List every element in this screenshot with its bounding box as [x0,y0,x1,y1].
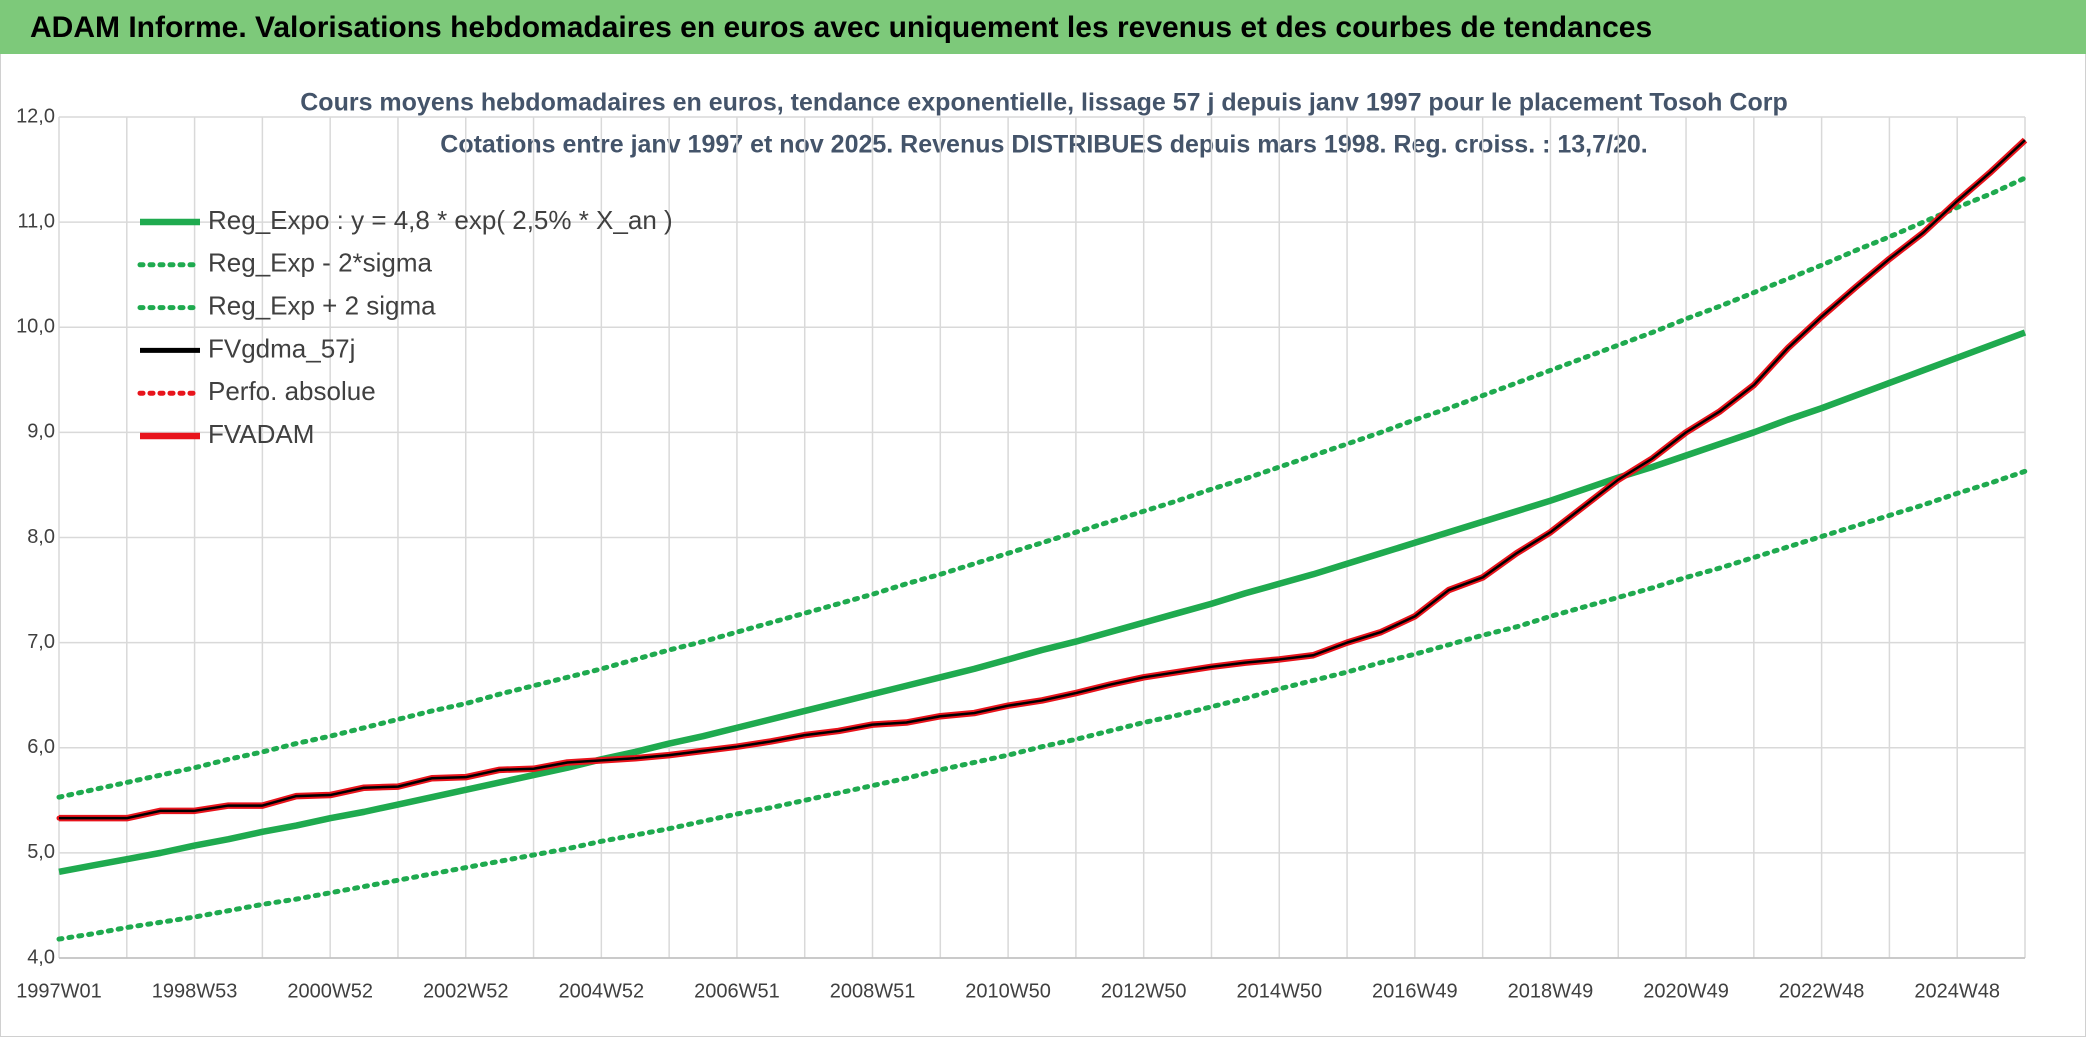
x-tick-label: 2008W51 [830,980,916,1002]
x-tick-label: 1997W01 [16,980,102,1002]
x-tick-label: 2012W50 [1101,980,1187,1002]
y-tick-label: 10,0 [16,316,55,338]
legend-label: Reg_Exp - 2*sigma [208,248,433,278]
y-tick-label: 7,0 [27,631,55,653]
y-tick-label: 11,0 [18,210,55,232]
legend-label: Perfo. absolue [208,376,376,406]
x-tick-label: 2004W52 [559,980,645,1002]
legend: Reg_Expo : y = 4,8 * exp( 2,5% * X_an ) R… [137,205,673,449]
legend-label: FVgdma_57j [208,333,355,363]
legend-label: Reg_Exp + 2 sigma [208,290,436,320]
legend-label: FVADAM [208,419,314,449]
series-line [56,175,2028,800]
chart-title: Cours moyens hebdomadaires en euros, ten… [300,89,1787,117]
y-tick-label: 12,0 [16,105,55,127]
x-tick-label: 2010W50 [965,980,1051,1002]
series-line [58,329,2027,875]
y-tick-label: 9,0 [27,421,55,443]
chart-subtitle: Cotations entre janv 1997 et nov 2025. R… [440,131,1647,159]
y-tick-label: 5,0 [27,841,55,863]
x-tick-label: 2014W50 [1236,980,1322,1002]
x-tick-label: 2018W49 [1508,980,1594,1002]
x-tick-label: 2002W52 [423,980,509,1002]
x-tick-label: 2000W52 [287,980,373,1002]
x-tick-label: 2016W49 [1372,980,1458,1002]
header-title: ADAM Informe. Valorisations hebdomadaire… [30,11,1652,44]
series-line [56,468,2028,942]
legend-label: Reg_Expo : y = 4,8 * exp( 2,5% * X_an ) [208,205,673,235]
plot [56,137,2028,942]
header-bar [0,0,2086,54]
x-tick-label: 2024W48 [1914,980,2000,1002]
series-line [59,139,2026,820]
x-tick-label: 1998W53 [152,980,238,1002]
y-tick-label: 8,0 [27,526,55,548]
y-tick-label: 4,0 [27,946,55,968]
x-tick-label: 2020W49 [1643,980,1729,1002]
y-tick-label: 6,0 [27,736,55,758]
grid: 4,0 5,0 6,0 7,0 8,0 9,0 10,0 11,0 12,0 1997W01 199… [16,105,2026,1002]
x-tick-label: 2022W48 [1779,980,1865,1002]
x-tick-label: 2006W51 [694,980,780,1002]
